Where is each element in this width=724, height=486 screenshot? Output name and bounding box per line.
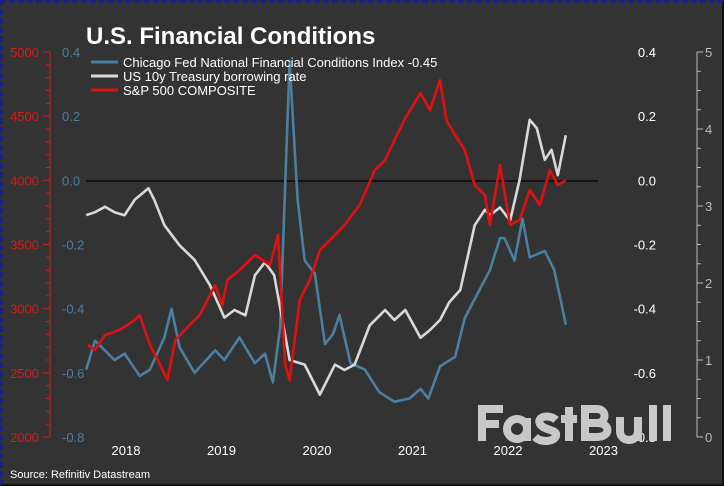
nfci-left-tick-label: -0.2 xyxy=(62,238,84,253)
rate-tick-label: 3 xyxy=(705,199,712,214)
rate-tick-label: 1 xyxy=(705,353,712,368)
nfci-right-tick-label: 0.4 xyxy=(638,45,656,60)
sp500-tick-label: 4000 xyxy=(10,173,39,188)
rate-tick-label: 5 xyxy=(705,45,712,60)
sp500-tick-label: 3000 xyxy=(10,302,39,317)
nfci-left-tick-label: 0.2 xyxy=(62,109,80,124)
sp500-tick-label: 2000 xyxy=(10,430,39,445)
x-tick-label: 2023 xyxy=(589,443,618,458)
nfci-right-tick-label: -0.6 xyxy=(634,366,656,381)
series-line-rate_right xyxy=(85,118,568,396)
nfci-left-tick-label: -0.8 xyxy=(62,430,84,445)
nfci-right-tick-label: -0.4 xyxy=(634,302,656,317)
x-tick-label: 2018 xyxy=(112,443,141,458)
nfci-left-tick-label: 0.0 xyxy=(62,173,80,188)
fastbull-watermark-logo xyxy=(478,405,671,445)
x-tick-label: 2019 xyxy=(207,443,236,458)
source-note: Source: Refinitiv Datastream xyxy=(10,469,150,481)
nfci-right-tick-label: -0.2 xyxy=(634,238,656,253)
rate-tick-label: 4 xyxy=(705,122,712,137)
legend-label: US 10y Treasury borrowing rate xyxy=(123,69,307,84)
nfci-right-tick-label: 0.2 xyxy=(638,109,656,124)
chart-title: U.S. Financial Conditions xyxy=(86,23,375,50)
sp500-tick-label: 4500 xyxy=(10,109,39,124)
nfci-left-tick-label: -0.6 xyxy=(62,366,84,381)
nfci-right-tick-label: 0.0 xyxy=(638,173,656,188)
sp500-tick-label: 5000 xyxy=(10,45,39,60)
rate-tick-label: 2 xyxy=(705,276,712,291)
legend-label: S&P 500 COMPOSITE xyxy=(123,83,256,98)
legend-label: Chicago Fed National Financial Condition… xyxy=(123,55,437,70)
sp500-tick-label: 2500 xyxy=(10,366,39,381)
series-line-sp500_left xyxy=(87,78,567,382)
nfci-left-tick-label: 0.4 xyxy=(62,45,80,60)
rate-tick-label: 0 xyxy=(705,430,712,445)
nfci-left-tick-label: -0.4 xyxy=(62,302,84,317)
x-tick-label: 2021 xyxy=(398,443,427,458)
series-line-nfci_left xyxy=(84,60,568,403)
sp500-tick-label: 3500 xyxy=(10,238,39,253)
x-tick-label: 2022 xyxy=(494,443,523,458)
x-tick-label: 2020 xyxy=(303,443,332,458)
